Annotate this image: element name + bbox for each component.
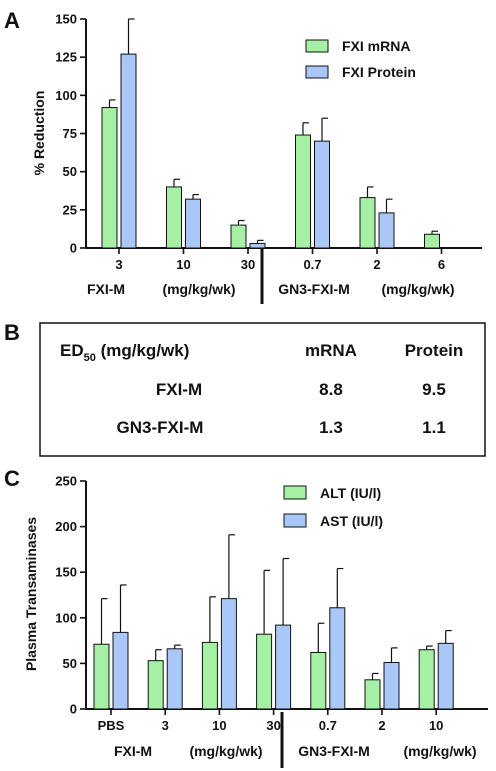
ed50-header-prefix: ED [60, 341, 84, 360]
ed50-table-border [39, 322, 486, 457]
x-tick-label: 10 [212, 718, 226, 733]
ed50-row-protein: 1.1 [422, 418, 446, 437]
ed50-header-label: ED50 (mg/kg/wk) [60, 341, 189, 364]
chart-c-group-label-gn3-fxi-m: GN3-FXI-M [298, 743, 370, 759]
chart-c-group-label-unit-2: (mg/kg/wk) [403, 743, 476, 759]
legend-label-ast: AST (IU/l) [320, 513, 383, 529]
chart-c-group-label-unit-1: (mg/kg/wk) [189, 743, 262, 759]
chart-a-axes [80, 18, 482, 254]
y-tick-label: 250 [55, 474, 77, 489]
legend-swatch-ast [283, 513, 307, 528]
y-tick-label: 125 [55, 50, 77, 65]
chart-a-tick-labels: 0 25 50 75 100 125 150 3 10 30 0.7 2 6 [55, 12, 445, 273]
bar-fxi-mrna [424, 233, 440, 249]
y-tick-label: 150 [55, 12, 77, 27]
chart-c-group-label-fxi-m: FXI-M [114, 743, 152, 759]
legend-swatch-fxi-protein [305, 65, 329, 79]
legend-swatch-alt [283, 485, 307, 500]
ed50-row-mrna: 8.8 [319, 380, 343, 399]
x-tick-label: 10 [176, 257, 190, 272]
x-tick-label: 0.7 [319, 718, 337, 733]
bar-alt-iu-l [201, 641, 218, 710]
bar-alt-iu-l [93, 643, 110, 710]
ed50-header-subscript: 50 [84, 352, 96, 364]
ed50-row-mrna: 1.3 [319, 418, 343, 437]
chart-a-legend: FXI mRNA FXI Protein [305, 38, 416, 80]
chart-a-group-label-unit-1: (mg/kg/wk) [162, 281, 235, 297]
y-tick-label: 25 [63, 202, 77, 217]
bar-alt-iu-l [147, 660, 164, 710]
ed50-header-protein: Protein [405, 341, 464, 360]
x-tick-label: 2 [373, 257, 380, 272]
x-tick-label: 6 [438, 257, 445, 272]
bar-fxi-mrna [101, 107, 118, 249]
ed50-row-name: GN3-FXI-M [117, 418, 204, 437]
legend-label-alt: ALT (IU/l) [320, 485, 381, 501]
ed50-row-name: FXI-M [156, 380, 202, 399]
x-tick-label: 2 [378, 718, 385, 733]
bar-fxi-mrna [359, 197, 376, 249]
chart-c-tick-labels: 0 50 100 150 200 250 PBS 3 10 30 0.7 2 10 [55, 474, 443, 734]
x-tick-label: 30 [266, 718, 280, 733]
chart-c-bars [93, 534, 454, 710]
panel-a-letter: A [4, 8, 20, 33]
chart-a: % Reduction 0 25 50 75 100 125 150 3 10 30 0.7 2 6 F… [31, 12, 482, 304]
bar-ast-iu-l [383, 661, 400, 710]
chart-c-legend: ALT (IU/l) AST (IU/l) [283, 485, 383, 529]
ed50-row-protein: 9.5 [422, 380, 446, 399]
bar-fxi-mrna [166, 186, 182, 249]
bar-ast-iu-l [275, 624, 292, 710]
bar-alt-iu-l [364, 679, 381, 710]
x-tick-label: 3 [115, 257, 122, 272]
bar-ast-iu-l [329, 607, 346, 710]
ed50-table: ED50 (mg/kg/wk) mRNA Protein FXI-M 8.8 9… [39, 322, 486, 457]
legend-swatch-fxi-mrna [305, 39, 329, 53]
y-tick-label: 150 [55, 565, 77, 580]
x-tick-label: 30 [241, 257, 255, 272]
y-tick-label: 200 [55, 519, 77, 534]
bar-fxi-protein [249, 242, 266, 249]
y-tick-label: 0 [70, 241, 77, 256]
x-tick-label: PBS [98, 718, 125, 733]
ed50-header-mrna: mRNA [305, 341, 357, 360]
ed50-header-suffix: (mg/kg/wk) [96, 341, 190, 360]
chart-a-group-label-unit-2: (mg/kg/wk) [381, 281, 454, 297]
y-tick-label: 100 [55, 610, 77, 625]
bar-fxi-protein [378, 212, 395, 249]
bar-ast-iu-l [437, 642, 454, 710]
chart-a-group-label-fxi-m: FXI-M [87, 281, 125, 297]
bar-alt-iu-l [256, 633, 273, 710]
chart-a-group-label-gn3-fxi-m: GN3-FXI-M [278, 281, 350, 297]
bar-ast-iu-l [112, 631, 129, 710]
chart-a-bars [101, 18, 440, 249]
bar-fxi-protein [185, 198, 201, 249]
bar-fxi-mrna [230, 224, 247, 249]
bar-fxi-mrna [295, 134, 311, 249]
bar-alt-iu-l [310, 651, 327, 710]
panel-c-letter: C [4, 466, 20, 491]
chart-c: Plasma Transaminases 0 50 100 150 200 250 PBS 3… [23, 474, 488, 768]
x-tick-label: 3 [162, 718, 169, 733]
bar-alt-iu-l [418, 649, 435, 710]
chart-a-y-axis-label: % Reduction [31, 91, 47, 176]
y-tick-label: 100 [55, 88, 77, 103]
y-tick-label: 50 [63, 656, 77, 671]
chart-c-y-axis-label: Plasma Transaminases [23, 517, 39, 671]
legend-label-fxi-mrna: FXI mRNA [342, 38, 410, 54]
y-tick-label: 0 [70, 702, 77, 717]
y-tick-label: 50 [63, 164, 77, 179]
x-tick-label: 0.7 [303, 257, 321, 272]
panel-b-letter: B [4, 320, 20, 345]
x-tick-label: 10 [429, 718, 443, 733]
bar-ast-iu-l [220, 598, 237, 710]
y-tick-label: 75 [63, 126, 77, 141]
legend-label-fxi-protein: FXI Protein [342, 64, 416, 80]
bar-fxi-protein [120, 53, 137, 249]
bar-ast-iu-l [166, 648, 183, 710]
bar-fxi-protein [314, 140, 330, 249]
